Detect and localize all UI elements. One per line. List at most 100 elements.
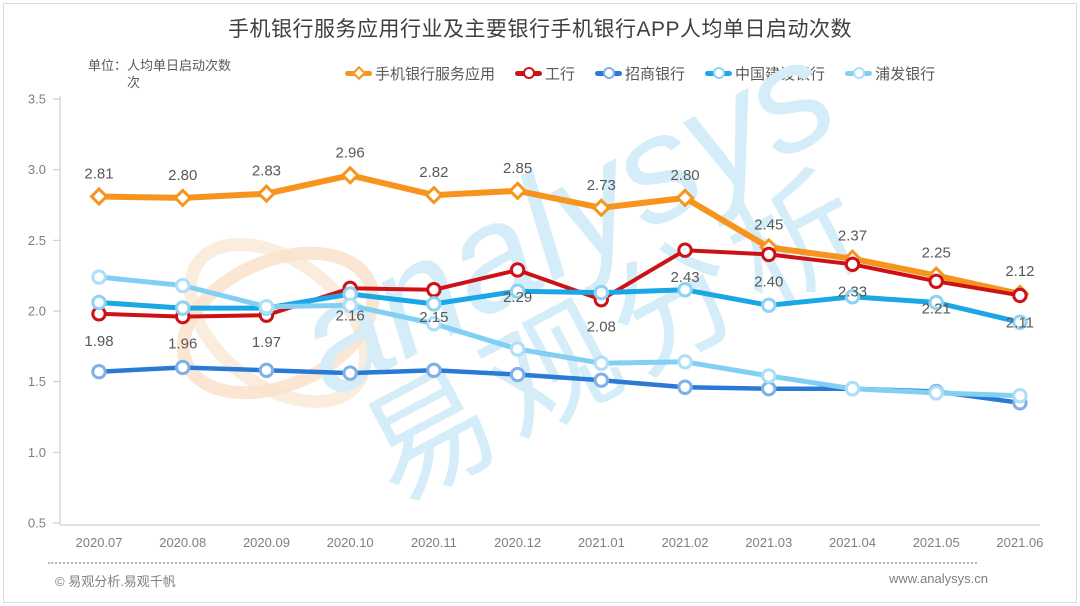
data-point-circle — [593, 284, 610, 301]
legend-item-3: 中国建设银行 — [705, 63, 825, 84]
series-line-3 — [96, 287, 1023, 325]
series-line-1 — [97, 248, 1022, 319]
legend-marker-icon — [705, 67, 733, 79]
x-axis-tick-label: 2020.10 — [327, 535, 374, 550]
legend-marker-icon — [845, 67, 873, 79]
data-label: 2.08 — [587, 319, 616, 336]
data-label: 2.81 — [84, 165, 113, 182]
unit-label: 单位： — [88, 58, 128, 73]
circle-marker-icon — [852, 67, 865, 79]
data-point-circle — [509, 341, 526, 357]
data-point-diamond — [173, 188, 193, 208]
data-label: 2.29 — [503, 289, 532, 306]
data-point-diamond — [424, 185, 444, 205]
legend-marker-icon — [515, 67, 543, 79]
data-point-diamond — [340, 165, 360, 185]
data-label: 2.73 — [587, 177, 616, 194]
unit-value-line1: 人均单日启动次数 — [127, 58, 232, 73]
data-point-diamond — [507, 181, 528, 201]
circle-marker-icon — [522, 67, 535, 79]
y-axis-tick-label: 1.0 — [28, 445, 46, 460]
data-point-circle — [1012, 388, 1028, 404]
data-point-circle — [175, 277, 191, 294]
data-label: 2.25 — [922, 245, 951, 262]
data-point-circle — [761, 380, 777, 397]
x-axis-tick-label: 2020.09 — [243, 535, 290, 550]
legend-label: 工行 — [545, 65, 576, 83]
data-label: 2.21 — [922, 300, 951, 317]
data-point-circle — [928, 385, 944, 401]
legend-marker-icon — [345, 65, 372, 81]
data-label: 1.98 — [84, 333, 113, 350]
data-label: 2.16 — [336, 307, 365, 324]
legend-item-1: 工行 — [515, 63, 575, 84]
data-label: 2.15 — [419, 309, 448, 326]
data-point-circle — [258, 362, 275, 378]
data-point-circle — [175, 300, 191, 316]
data-point-circle — [593, 355, 610, 371]
data-point-circle — [426, 315, 442, 332]
legend-item-2: 招商银行 — [595, 63, 685, 84]
x-axis-tick-label: 2021.06 — [996, 535, 1043, 550]
data-point-diamond — [675, 188, 695, 208]
data-label: 2.37 — [838, 228, 867, 245]
unit-note: 单位： 人均单日启动次数 次 — [88, 57, 231, 91]
footer-divider — [48, 562, 977, 564]
data-label: 2.11 — [1006, 314, 1034, 331]
footer-copyright: © 易观分析.易观千帆 — [55, 574, 176, 589]
x-axis-tick-label: 2020.11 — [411, 535, 457, 550]
data-point-diamond — [591, 198, 611, 218]
data-point-circle — [426, 362, 442, 378]
y-axis-tick-label: 2.0 — [28, 303, 46, 318]
data-point-circle — [509, 262, 526, 278]
data-label: 2.33 — [838, 283, 867, 300]
x-axis-tick-label: 2020.07 — [76, 535, 123, 550]
data-label: 2.82 — [419, 164, 448, 181]
data-point-circle — [342, 365, 358, 381]
data-point-circle — [761, 368, 777, 384]
legend-label: 浦发银行 — [875, 65, 936, 83]
circle-marker-icon — [712, 67, 725, 79]
x-axis-tick-label: 2021.02 — [662, 535, 709, 550]
x-axis-tick-label: 2021.05 — [913, 535, 960, 550]
data-label: 1.97 — [252, 334, 281, 351]
data-point-circle — [258, 299, 275, 315]
y-axis-tick-label: 3.0 — [28, 162, 46, 177]
data-label: 2.80 — [168, 167, 197, 184]
data-point-circle — [677, 354, 693, 370]
data-label: 1.96 — [168, 336, 197, 353]
data-point-circle — [1012, 287, 1028, 304]
x-axis-tick-label: 2021.03 — [745, 535, 792, 550]
series-3 — [91, 282, 1028, 330]
data-point-circle — [928, 294, 944, 311]
x-axis-tick-label: 2021.04 — [829, 535, 876, 550]
series-line-0 — [96, 172, 1023, 297]
data-point-circle — [677, 282, 693, 298]
x-axis-tick-label: 2020.12 — [494, 535, 541, 550]
chart-title: 手机银行服务应用行业及主要银行手机银行APP人均单日启动次数 — [227, 18, 853, 41]
y-axis-tick-label: 1.5 — [28, 374, 46, 389]
data-label: 2.43 — [670, 269, 699, 286]
series-line-4 — [96, 274, 1023, 399]
y-axis-tick-label: 2.5 — [28, 233, 46, 248]
series-labels-1: 1.98 1.96 1.97 2.16 2.15 2.29 2.08 2.43 2.40 2.33… — [84, 269, 1034, 352]
data-point-circle — [844, 289, 861, 305]
data-label: 2.40 — [754, 273, 783, 290]
data-label: 2.80 — [670, 167, 699, 184]
axes: 3.5 3.0 2.5 2.0 1.5 1.0 0.5 2020.07 2020.08 2020.… — [28, 92, 1043, 551]
legend-label: 中国建设银行 — [735, 65, 826, 83]
data-point-circle — [426, 296, 442, 312]
data-label: 2.12 — [1005, 263, 1034, 280]
data-point-circle — [509, 283, 526, 299]
unit-value-line2: 次 — [127, 75, 141, 90]
data-point-circle — [175, 359, 191, 376]
footer-website: www.analysys.cn — [889, 571, 988, 586]
legend-item-0: 手机银行服务应用 — [345, 63, 495, 84]
data-point-circle — [1012, 314, 1028, 330]
data-point-circle — [91, 364, 107, 380]
legend: 手机银行服务应用 工行 招商银行 中国建设银行 浦发银行 — [345, 62, 935, 84]
data-point-circle — [928, 273, 944, 289]
